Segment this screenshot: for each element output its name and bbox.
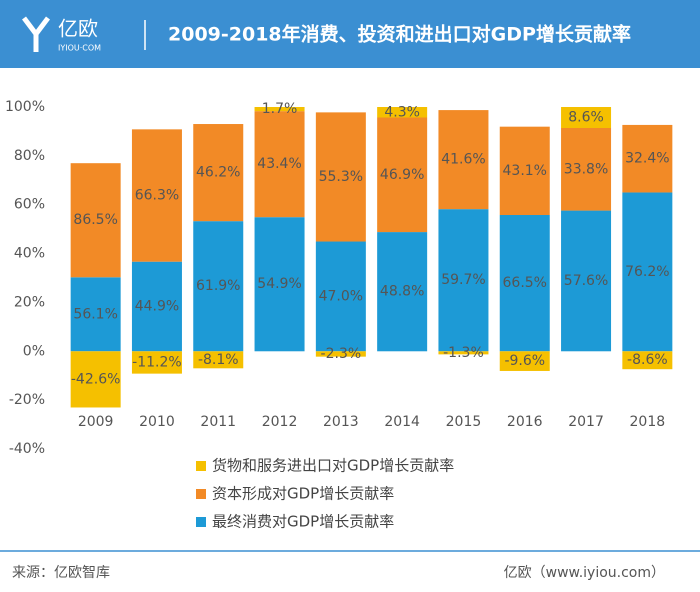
legend-swatch (196, 461, 206, 471)
site: 亿欧（www.iyiou.com） (504, 565, 665, 581)
y-tick-label: 100% (5, 99, 45, 115)
legend-label: 资本形成对GDP增长贡献率 (212, 485, 394, 503)
bar-segment (499, 215, 550, 352)
bar-segment (131, 261, 182, 352)
value-label: 57.6% (564, 273, 608, 289)
y-tick-label: 60% (14, 197, 45, 213)
bar-segment (315, 112, 366, 242)
x-tick-label: 2013 (323, 414, 359, 430)
logo-icon (22, 16, 50, 52)
bar-segment (254, 217, 305, 352)
value-label: -11.2% (132, 354, 182, 370)
bar-segment (622, 351, 673, 370)
value-label: -42.6% (71, 371, 121, 387)
bar-segment (438, 209, 489, 352)
bar-segment (561, 107, 612, 129)
bar-segment (561, 210, 612, 352)
value-label: 66.3% (135, 188, 179, 204)
value-label: 32.4% (625, 151, 669, 167)
value-label: -8.1% (198, 352, 239, 368)
value-label: 61.9% (196, 278, 240, 294)
value-label: -9.6% (504, 353, 545, 369)
bar-segment (315, 241, 366, 352)
bar-segment (499, 351, 550, 371)
bar-segment (438, 110, 489, 210)
bar-segment (377, 107, 428, 118)
x-tick-label: 2010 (139, 414, 175, 430)
value-label: 54.9% (257, 276, 301, 292)
bar-segment (377, 117, 428, 233)
bar-segment (131, 351, 182, 374)
value-label: -8.6% (627, 352, 668, 368)
x-tick-label: 2016 (507, 414, 543, 430)
legend-label: 最终消费对GDP增长贡献率 (212, 513, 394, 531)
value-label: 1.7% (262, 101, 298, 117)
legend-swatch (196, 489, 206, 499)
x-tick-label: 2014 (384, 414, 420, 430)
value-label: 44.9% (135, 298, 179, 314)
bar-segment (315, 351, 366, 357)
legend-swatch (196, 517, 206, 527)
x-tick-label: 2017 (568, 414, 604, 430)
value-label: 43.4% (257, 156, 301, 172)
value-label: 41.6% (441, 152, 485, 168)
value-label: -1.3% (443, 345, 484, 361)
y-tick-label: 20% (14, 294, 45, 310)
x-tick-label: 2015 (446, 414, 482, 430)
x-tick-label: 2009 (78, 414, 114, 430)
y-tick-label: 0% (23, 343, 45, 359)
logo-text: 亿欧 (58, 17, 98, 41)
bar-segment (254, 107, 305, 112)
y-tick-label: -40% (9, 441, 45, 457)
y-tick-label: 40% (14, 246, 45, 262)
bar-segment (193, 351, 244, 369)
value-label: 66.5% (503, 275, 547, 291)
chart-title: 2009-2018年消费、投资和进出口对GDP增长贡献率 (168, 23, 631, 46)
value-label: 59.7% (441, 272, 485, 288)
bar-segment (70, 163, 121, 278)
bar-segment (438, 351, 489, 355)
bar-segment (377, 232, 428, 352)
value-label: 56.1% (73, 306, 117, 322)
header-bar (0, 0, 700, 68)
bar-segment (561, 128, 612, 211)
legend-label: 货物和服务进出口对GDP增长贡献率 (212, 457, 454, 475)
value-label: 48.8% (380, 284, 424, 300)
value-label: 46.2% (196, 165, 240, 181)
value-label: 33.8% (564, 161, 608, 177)
bar-segment (131, 129, 182, 262)
value-label: -2.3% (321, 346, 362, 362)
y-tick-label: 80% (14, 148, 45, 164)
bar-segment (622, 192, 673, 352)
value-label: 47.0% (319, 288, 363, 304)
x-tick-label: 2012 (262, 414, 298, 430)
x-tick-label: 2011 (200, 414, 236, 430)
bar-segment (622, 124, 673, 193)
value-label: 76.2% (625, 264, 669, 280)
value-label: 4.3% (384, 104, 420, 120)
value-label: 55.3% (319, 169, 363, 185)
value-label: 86.5% (73, 212, 117, 228)
bar-segment (499, 126, 550, 216)
y-tick-label: -20% (9, 392, 45, 408)
logo-sub: IYIOU·COM (58, 44, 101, 53)
bar-segment (193, 221, 244, 352)
bar-segment (193, 124, 244, 222)
value-label: 46.9% (380, 167, 424, 183)
x-tick-label: 2018 (630, 414, 666, 430)
bar-segment (70, 277, 121, 352)
value-label: 43.1% (503, 163, 547, 179)
bar-segment (70, 351, 121, 408)
source: 来源：亿欧智库 (12, 565, 110, 581)
bar-segment (254, 111, 305, 218)
value-label: 8.6% (568, 110, 604, 126)
